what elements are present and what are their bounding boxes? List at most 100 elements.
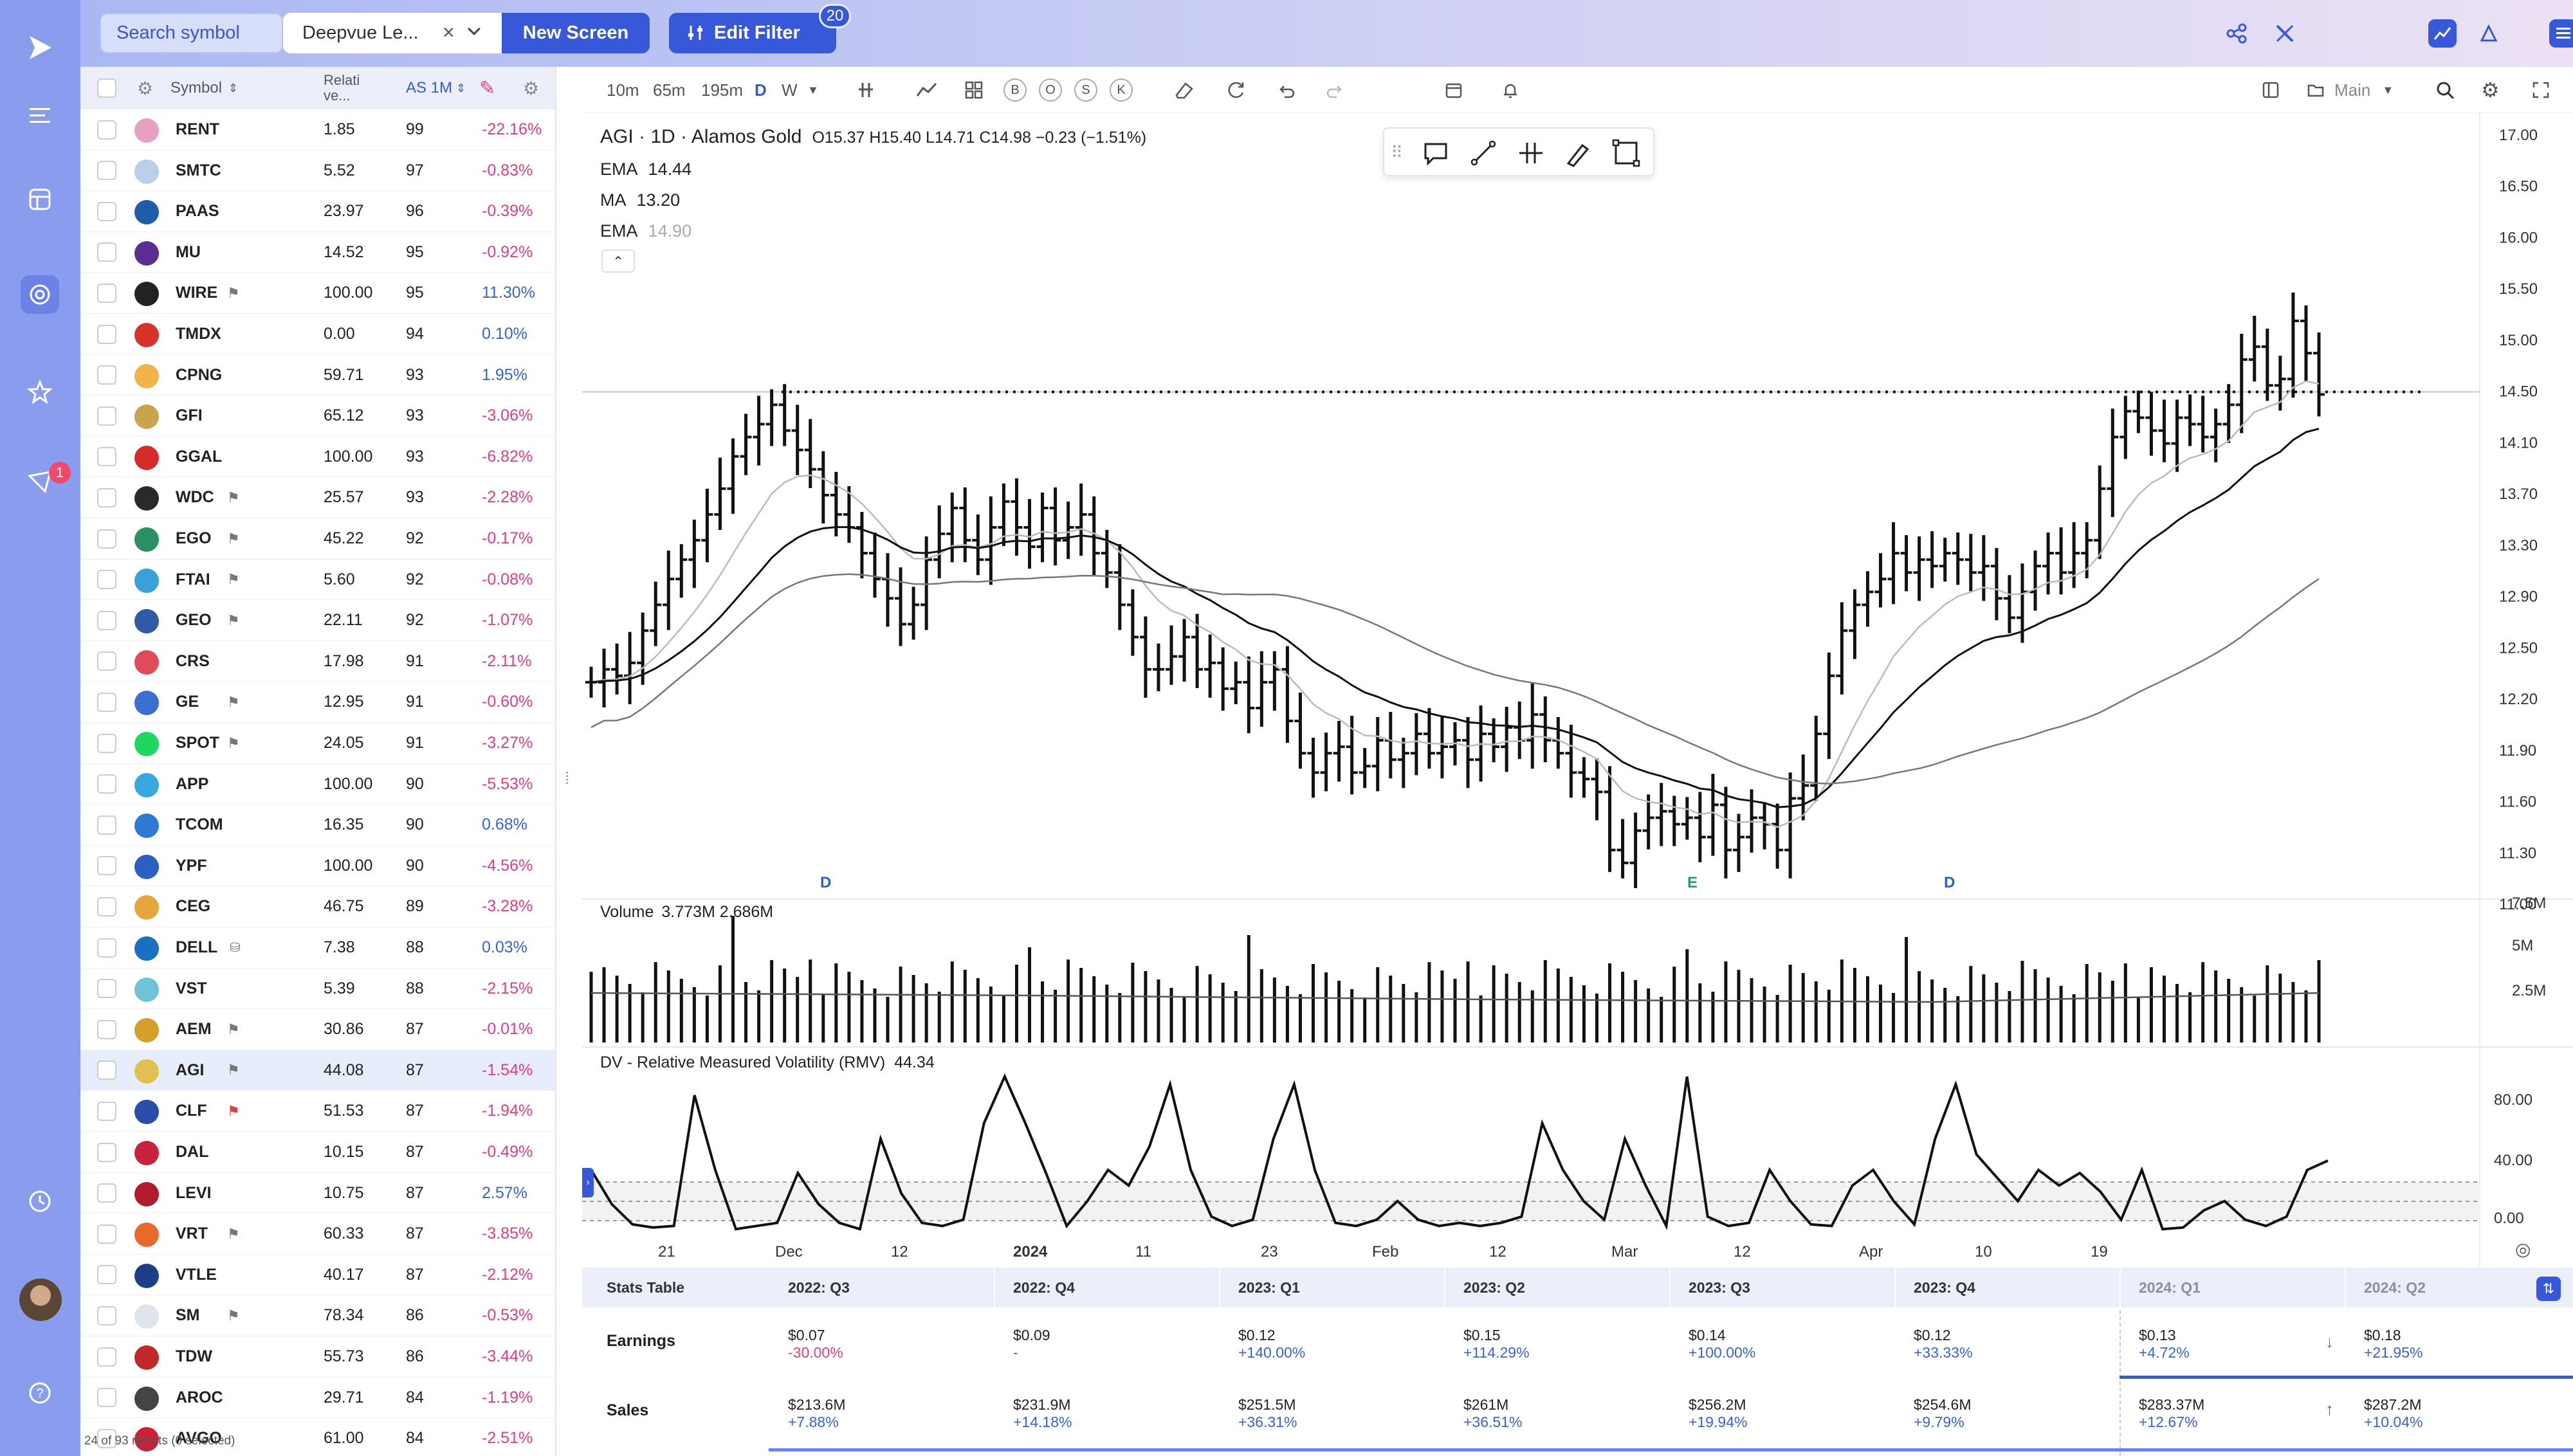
row-checkbox[interactable] (97, 201, 116, 221)
tools-icon[interactable] (2475, 19, 2503, 48)
redo-icon[interactable] (1325, 78, 1344, 102)
row-checkbox[interactable] (97, 1306, 116, 1325)
row-symbol[interactable]: DELL (176, 938, 218, 956)
table-row[interactable]: GGAL 100.00 93 -6.82% (80, 437, 555, 478)
logo-icon[interactable] (21, 28, 59, 67)
table-row[interactable]: APP 100.00 90 -5.53% (80, 764, 555, 805)
row-checkbox[interactable] (97, 283, 116, 303)
price-chart[interactable]: 17.00 16.50 16.00 15.50 15.00 14.50 14.10 13.70… (582, 113, 2573, 1268)
interval-195m[interactable]: 195m (701, 80, 744, 100)
screen-select[interactable]: Deepvue Le... × (283, 13, 502, 53)
interval-65m[interactable]: 65m (653, 80, 686, 100)
row-symbol[interactable]: VRT (176, 1224, 208, 1243)
table-row[interactable]: CLF ⚑ 51.53 87 -1.94% (80, 1091, 555, 1132)
alert-bell-icon[interactable] (1501, 78, 1520, 102)
layout-icon[interactable] (21, 180, 59, 219)
new-screen-button[interactable]: New Screen (502, 13, 650, 53)
interval-dropdown-icon[interactable]: ▼ (807, 83, 819, 96)
table-row[interactable]: AEM ⚑ 30.86 87 -0.01% (80, 1009, 555, 1050)
star-icon[interactable] (21, 373, 59, 412)
row-symbol[interactable]: RENT (176, 120, 220, 138)
row-symbol[interactable]: CRS (176, 651, 210, 670)
eraser-icon[interactable] (1174, 78, 1195, 102)
row-symbol[interactable]: PAAS (176, 202, 219, 221)
comment-icon[interactable] (1420, 138, 1451, 168)
flag-icon[interactable]: ⚑ (227, 571, 240, 588)
table-row[interactable]: WIRE ⚑ 100.00 95 11.30% (80, 273, 555, 314)
panel-splitter[interactable]: ⁞ (565, 769, 570, 788)
column-symbol[interactable]: Symbol ⇕ (170, 67, 238, 109)
alerts-icon[interactable] (21, 463, 59, 502)
row-checkbox[interactable] (97, 1183, 116, 1203)
row-checkbox[interactable] (97, 774, 116, 794)
row-symbol[interactable]: AROC (176, 1388, 223, 1406)
row-symbol[interactable]: TCOM (176, 815, 223, 834)
panel-icon[interactable] (2261, 78, 2280, 102)
row-symbol[interactable]: GE (176, 693, 199, 711)
table-row[interactable]: GE ⚑ 12.95 91 -0.60% (80, 682, 555, 723)
row-checkbox[interactable] (97, 1428, 116, 1448)
row-symbol[interactable]: SMTC (176, 161, 221, 179)
row-checkbox[interactable] (97, 815, 116, 835)
row-symbol[interactable]: CEG (176, 897, 211, 916)
column-settings-icon[interactable]: ⚙ (523, 78, 540, 98)
chart-view-icon[interactable] (2428, 19, 2457, 48)
row-checkbox[interactable] (97, 365, 116, 385)
row-symbol[interactable]: LEVI (176, 1183, 212, 1202)
table-row[interactable]: GEO ⚑ 22.11 92 -1.07% (80, 600, 555, 641)
row-symbol[interactable]: VTLE (176, 1265, 217, 1284)
refresh-icon[interactable] (1225, 78, 1246, 102)
row-symbol[interactable]: DAL (176, 1143, 209, 1161)
row-checkbox[interactable] (97, 651, 116, 671)
flag-icon[interactable]: ⚑ (227, 284, 240, 301)
row-checkbox[interactable] (97, 896, 116, 916)
row-symbol[interactable]: CLF (176, 1102, 207, 1120)
table-row[interactable]: YPF 100.00 90 -4.56% (80, 846, 555, 887)
flag-icon[interactable]: ⚑ (227, 1021, 240, 1037)
marker-s[interactable]: S (1074, 78, 1097, 102)
table-scrollbar[interactable] (769, 1448, 2573, 1451)
row-checkbox[interactable] (97, 1347, 116, 1367)
row-symbol[interactable]: GEO (176, 611, 212, 630)
row-checkbox[interactable] (97, 692, 116, 712)
settings-icon[interactable]: ⚙ (137, 78, 154, 98)
brush-icon[interactable] (1563, 138, 1594, 168)
layout-select[interactable]: Main ▼ (2306, 78, 2394, 102)
row-symbol[interactable]: TDW (176, 1347, 212, 1365)
rectangle-icon[interactable] (1611, 138, 1642, 168)
row-checkbox[interactable] (97, 161, 116, 181)
row-checkbox[interactable] (97, 938, 116, 958)
table-row[interactable]: RENT 1.85 99 -22.16% (80, 109, 555, 150)
row-symbol[interactable]: AEM (176, 1020, 212, 1039)
row-symbol[interactable]: TMDX (176, 325, 221, 343)
table-row[interactable]: LEVI 10.75 87 2.57% (80, 1173, 555, 1214)
row-symbol[interactable]: FTAI (176, 570, 210, 588)
highlight-icon[interactable]: ✎ (479, 77, 496, 99)
row-symbol[interactable]: GGAL (176, 447, 223, 466)
search-input[interactable]: Search symbol (100, 13, 283, 53)
chevron-down-icon[interactable] (468, 23, 481, 35)
flag-icon[interactable]: ⚑ (227, 1307, 240, 1324)
row-symbol[interactable]: SPOT (176, 734, 220, 752)
interval-w[interactable]: W (782, 80, 798, 100)
row-checkbox[interactable] (97, 447, 116, 467)
row-symbol[interactable]: SM (176, 1306, 200, 1325)
marker-o[interactable]: O (1039, 78, 1062, 102)
row-symbol[interactable]: EGO (176, 529, 212, 547)
edit-filter-button[interactable]: Edit Filter (669, 13, 836, 53)
row-checkbox[interactable] (97, 529, 116, 549)
select-all-checkbox[interactable] (97, 78, 116, 98)
flag-icon[interactable]: ⚑ (227, 1102, 240, 1119)
flag-icon[interactable]: ⚑ (227, 612, 240, 628)
calendar-icon[interactable] (1444, 78, 1463, 102)
row-symbol[interactable]: GFI (176, 406, 203, 425)
row-symbol[interactable]: VST (176, 979, 207, 997)
flag-icon[interactable]: ⚑ (227, 1062, 240, 1078)
column-as1m[interactable]: AS 1M ⇕ (406, 67, 466, 109)
row-checkbox[interactable] (97, 979, 116, 999)
zoom-icon[interactable] (2435, 78, 2455, 102)
menu-icon[interactable] (21, 96, 59, 135)
flag-icon[interactable]: ⚑ (227, 489, 240, 505)
table-row[interactable]: VRT ⚑ 60.33 87 -3.85% (80, 1214, 555, 1255)
row-checkbox[interactable] (97, 120, 116, 140)
